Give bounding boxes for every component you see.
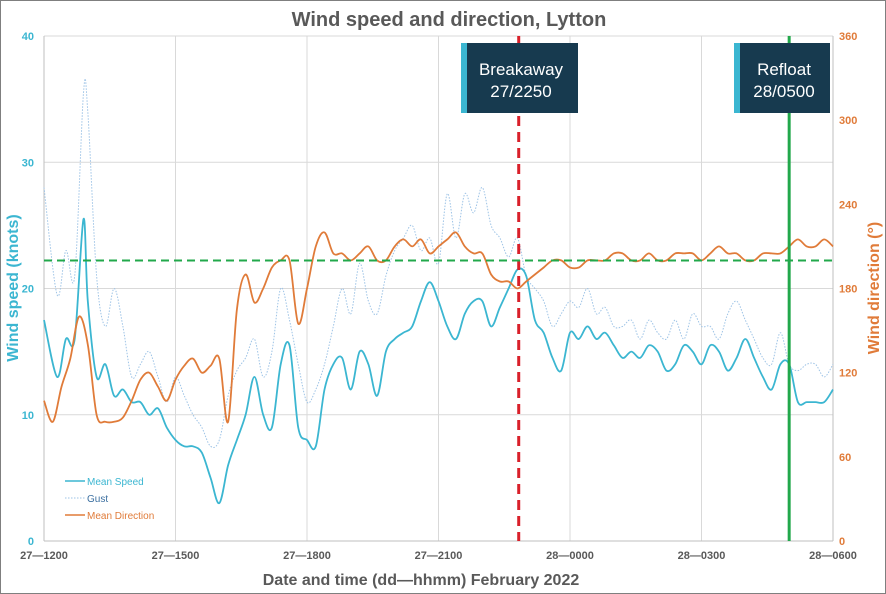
x-axis-title: Date and time (dd—hhmm) February 2022 — [263, 572, 580, 589]
y-left-tick-label: 10 — [22, 410, 34, 422]
breakaway-time: 27/2250 — [490, 82, 551, 101]
y-right-tick-label: 240 — [839, 199, 857, 211]
refloat-label: Refloat — [757, 60, 811, 79]
x-tick-label: 27—1800 — [283, 550, 331, 562]
y-left-tick-label: 20 — [22, 284, 34, 296]
mean-speed-line — [43, 218, 834, 505]
y-right-tick-label: 300 — [839, 115, 857, 127]
y-left-tick-label: 0 — [28, 536, 34, 548]
annotations — [44, 36, 833, 541]
refloat-time: 28/0500 — [753, 82, 814, 101]
x-tick-label: 28—0600 — [809, 550, 857, 562]
breakaway-label: Breakaway — [479, 60, 564, 79]
axes: 27—1200 27—1500 27—1800 27—2100 28—0000 28—03… — [20, 31, 857, 562]
legend-label-mean-speed: Mean Speed — [87, 477, 144, 488]
y-right-tick-label: 60 — [839, 452, 851, 464]
gust-line — [43, 78, 834, 448]
refloat-callout: Refloat 28/0500 — [734, 43, 830, 113]
y-right-tick-label: 360 — [839, 31, 857, 43]
legend-label-gust: Gust — [87, 494, 108, 505]
y-axis-left-title: Wind speed (knots) — [5, 214, 22, 361]
x-tick-label: 27—1500 — [152, 550, 200, 562]
y-axis-right-title: Wind direction (°) — [866, 222, 883, 354]
refloat-callout-box — [734, 43, 830, 113]
grid-lines — [43, 35, 834, 542]
y-left-tick-label: 40 — [22, 31, 34, 43]
refloat-callout-accent — [734, 43, 740, 113]
breakaway-callout-accent — [461, 43, 467, 113]
x-tick-label: 27—1200 — [20, 550, 68, 562]
y-right-tick-label: 120 — [839, 368, 857, 380]
y-right-tick-label: 180 — [839, 284, 857, 296]
legend-label-mean-direction: Mean Direction — [87, 511, 154, 522]
y-right-tick-label: 0 — [839, 536, 845, 548]
legend: Mean Speed Gust Mean Direction — [65, 477, 154, 522]
breakaway-callout: Breakaway 27/2250 — [461, 43, 578, 113]
x-tick-label: 27—2100 — [415, 550, 463, 562]
x-tick-label: 28—0000 — [546, 550, 594, 562]
chart-title: Wind speed and direction, Lytton — [292, 9, 607, 31]
y-left-tick-label: 30 — [22, 157, 34, 169]
breakaway-callout-box — [461, 43, 578, 113]
x-tick-label: 28—0300 — [678, 550, 726, 562]
